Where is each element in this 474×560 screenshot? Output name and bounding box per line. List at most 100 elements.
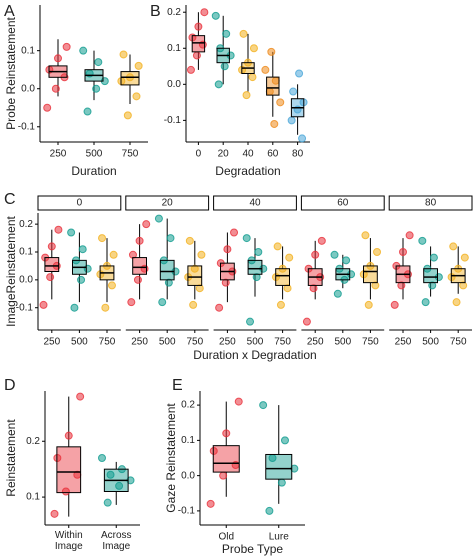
- point: [134, 61, 143, 70]
- point: [267, 47, 276, 56]
- y-tick-label: 0.2: [181, 400, 195, 411]
- point: [154, 214, 163, 223]
- x-tick-label: 250: [395, 337, 412, 348]
- point: [459, 281, 468, 290]
- point: [54, 54, 62, 63]
- point: [43, 103, 52, 112]
- point: [242, 91, 251, 100]
- point: [78, 245, 87, 254]
- point: [64, 431, 73, 440]
- point: [222, 429, 231, 438]
- point: [254, 248, 263, 256]
- point: [142, 220, 151, 229]
- point: [285, 253, 294, 262]
- x-tick-label: 250: [43, 337, 60, 348]
- point: [107, 281, 116, 290]
- point: [101, 303, 110, 312]
- point: [46, 273, 55, 282]
- point: [248, 73, 257, 82]
- point: [302, 317, 311, 326]
- point: [223, 245, 232, 254]
- point: [200, 8, 209, 17]
- point: [79, 46, 88, 55]
- x-tick-label: 250: [131, 337, 148, 348]
- point: [390, 300, 399, 309]
- y-tick-label: 0.0: [21, 83, 35, 94]
- x-axis-label: Degradation: [215, 164, 280, 178]
- point: [39, 300, 48, 309]
- y-tick-label: 0.2: [19, 219, 33, 230]
- point: [98, 234, 107, 243]
- point: [83, 107, 92, 116]
- box: [265, 453, 293, 480]
- point: [276, 300, 285, 309]
- x-tick-label: 750: [274, 337, 291, 348]
- point: [277, 478, 286, 487]
- y-tick-label: 0.0: [167, 79, 181, 90]
- facet-label: 40: [249, 198, 261, 209]
- box: [187, 265, 203, 286]
- point: [115, 481, 124, 490]
- x-tick-label: Across Image: [100, 530, 132, 552]
- x-tick-label: 80: [292, 149, 304, 160]
- point: [289, 87, 298, 96]
- point: [333, 289, 342, 298]
- box: [191, 35, 206, 53]
- y-tick-label: 0.2: [167, 7, 181, 18]
- point: [259, 401, 268, 410]
- point: [119, 50, 128, 59]
- point: [309, 284, 318, 293]
- point: [109, 250, 118, 259]
- x-tick-label: 750: [99, 337, 116, 348]
- point: [449, 242, 458, 251]
- point: [405, 231, 414, 240]
- point: [418, 236, 427, 245]
- point: [70, 303, 79, 312]
- point: [67, 228, 76, 237]
- point: [249, 44, 258, 53]
- point: [234, 397, 243, 406]
- point: [189, 300, 198, 309]
- box: [44, 257, 60, 273]
- point: [94, 58, 103, 67]
- y-tick-label: -0.1: [18, 121, 36, 132]
- y-tick-label: 0.0: [181, 470, 195, 481]
- panel-label: E: [172, 377, 183, 394]
- point: [452, 298, 461, 307]
- point: [215, 303, 224, 312]
- y-tick-label: 0.0: [19, 274, 33, 285]
- x-axis-label: Duration: [71, 164, 116, 178]
- point: [265, 506, 274, 515]
- point: [133, 275, 142, 284]
- box: [275, 268, 291, 286]
- point: [98, 454, 106, 462]
- x-tick-label: 500: [159, 337, 176, 348]
- point: [330, 250, 339, 259]
- x-tick-label: 750: [186, 337, 203, 348]
- box: [266, 76, 280, 96]
- x-tick-label: 0: [196, 149, 202, 160]
- point: [287, 116, 296, 125]
- point: [428, 281, 437, 290]
- point: [399, 248, 407, 256]
- point: [47, 242, 56, 251]
- point: [166, 234, 175, 243]
- point: [76, 392, 85, 401]
- x-axis-label: Probe Type: [222, 542, 283, 556]
- x-tick-label: 500: [334, 337, 351, 348]
- y-tick-label: -0.1: [178, 506, 196, 517]
- point: [429, 253, 438, 262]
- point: [92, 84, 101, 93]
- x-tick-label: 750: [450, 337, 467, 348]
- point: [276, 98, 285, 107]
- point: [317, 236, 326, 245]
- point: [195, 284, 204, 293]
- facet-strip: [125, 195, 210, 211]
- x-tick-label: 250: [219, 337, 236, 348]
- point: [222, 29, 231, 38]
- point: [50, 509, 59, 518]
- point: [211, 11, 220, 20]
- box: [56, 446, 82, 494]
- point: [206, 499, 215, 508]
